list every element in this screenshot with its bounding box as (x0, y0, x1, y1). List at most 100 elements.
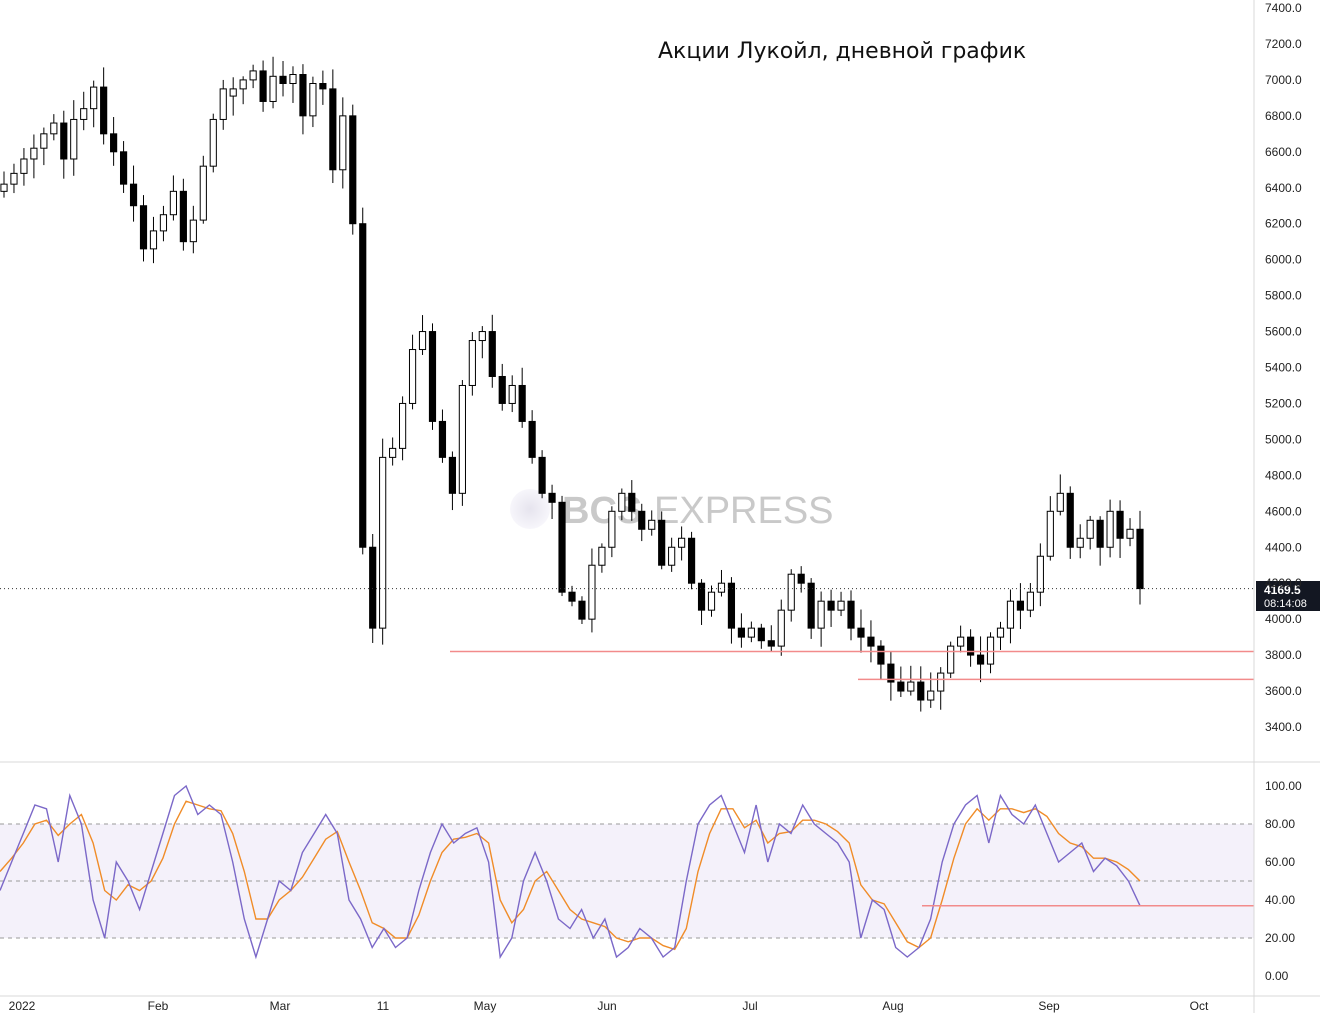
price-tick-label: 6600.0 (1265, 145, 1302, 159)
candle-body (0, 183, 8, 192)
candle-body (70, 118, 78, 160)
candle-body (986, 636, 995, 665)
candle-body (1006, 600, 1015, 629)
osc-tick-label: 80.00 (1265, 817, 1295, 831)
time-axis-label: May (474, 999, 497, 1013)
candle-body (807, 582, 815, 629)
candle-body (139, 205, 148, 250)
candle-body (598, 546, 606, 566)
candle-body (209, 118, 217, 167)
candle-body (797, 573, 805, 584)
price-tick-label: 5000.0 (1265, 432, 1302, 446)
price-tick-label: 3800.0 (1265, 648, 1302, 662)
candle-body (239, 79, 247, 90)
time-axis-label: Jun (597, 999, 616, 1013)
candle-body (1066, 492, 1074, 548)
candle-body (379, 456, 387, 629)
candle-body (628, 492, 636, 512)
time-axis-label: Mar (270, 999, 291, 1013)
candle-body (538, 456, 546, 494)
candle-body (717, 582, 726, 593)
candle-body (1046, 510, 1054, 557)
time-axis-label: 2022 (9, 999, 36, 1013)
candle-body (847, 600, 855, 629)
price-tick-label: 5400.0 (1265, 361, 1302, 375)
candle-body (1086, 519, 1094, 539)
candle-body (279, 75, 287, 84)
time-axis-label: Oct (1190, 999, 1209, 1013)
osc-tick-label: 0.00 (1265, 969, 1289, 983)
candle-body (159, 214, 168, 232)
candle-body (967, 636, 975, 656)
candle-body (199, 165, 207, 221)
candle-body (1016, 600, 1025, 611)
candle-body (867, 636, 875, 647)
candle-body (408, 349, 417, 404)
candle-body (249, 70, 257, 81)
time-axis-label: Sep (1038, 999, 1060, 1013)
candle-body (508, 384, 516, 404)
candle-body (608, 510, 616, 548)
last-price-box (1256, 581, 1320, 611)
candle-body (917, 681, 925, 701)
time-axis-label: Feb (148, 999, 169, 1013)
candle-body (1126, 528, 1134, 539)
watermark: BCS EXPRESS (510, 489, 834, 532)
candle-body (1116, 510, 1124, 539)
candle-body (837, 600, 845, 611)
candle-body (20, 158, 28, 174)
candle-body (219, 88, 227, 120)
price-tick-label: 7400.0 (1265, 1, 1302, 15)
chart-title: Акции Лукойл, дневной график (658, 39, 1026, 64)
watermark-logo-icon (510, 489, 550, 529)
candle-body (857, 627, 865, 638)
candle-body (518, 384, 526, 422)
time-axis-label: Aug (882, 999, 903, 1013)
price-tick-label: 4200.0 (1265, 576, 1302, 590)
candle-body (747, 627, 755, 638)
candle-body (697, 582, 706, 611)
candle-body (448, 456, 457, 494)
candle-body (50, 122, 58, 135)
candle-body (687, 537, 696, 584)
price-tick-label: 6200.0 (1265, 217, 1302, 231)
candle-body (319, 82, 327, 90)
candle-body (658, 519, 666, 566)
candle-body (399, 402, 407, 449)
osc-tick-label: 100.00 (1265, 779, 1302, 793)
candle-body (100, 86, 108, 135)
candle-body (648, 519, 656, 530)
last-price-value: 4169.5 (1264, 583, 1301, 597)
candle-body (259, 70, 267, 102)
candle-body (179, 190, 187, 243)
candle-body (339, 115, 347, 171)
candle-body (907, 681, 915, 692)
candle-body (1036, 555, 1044, 593)
candle-body (40, 133, 48, 149)
candle-body (309, 82, 317, 117)
candle-body (1076, 537, 1084, 548)
candle-body (418, 331, 427, 351)
candle-body (707, 591, 716, 611)
candle-body (269, 75, 277, 102)
candle-body (329, 88, 337, 171)
candle-body (488, 331, 496, 377)
watermark-light: EXPRESS (654, 490, 834, 532)
candle-body (817, 600, 825, 629)
candle-body (349, 115, 357, 225)
candle-body (588, 564, 596, 620)
candle-body (757, 627, 765, 642)
candle-body (299, 74, 307, 117)
candle-body (767, 640, 775, 647)
candle-body (678, 537, 686, 548)
candle-body (90, 86, 98, 110)
candle-body (60, 122, 68, 160)
candle-body (169, 190, 177, 216)
price-tick-label: 3600.0 (1265, 684, 1302, 698)
candle-body (30, 147, 38, 160)
candle-body (618, 492, 626, 512)
candle-body (428, 331, 437, 422)
candle-body (1026, 591, 1034, 611)
candle-body (468, 340, 476, 386)
